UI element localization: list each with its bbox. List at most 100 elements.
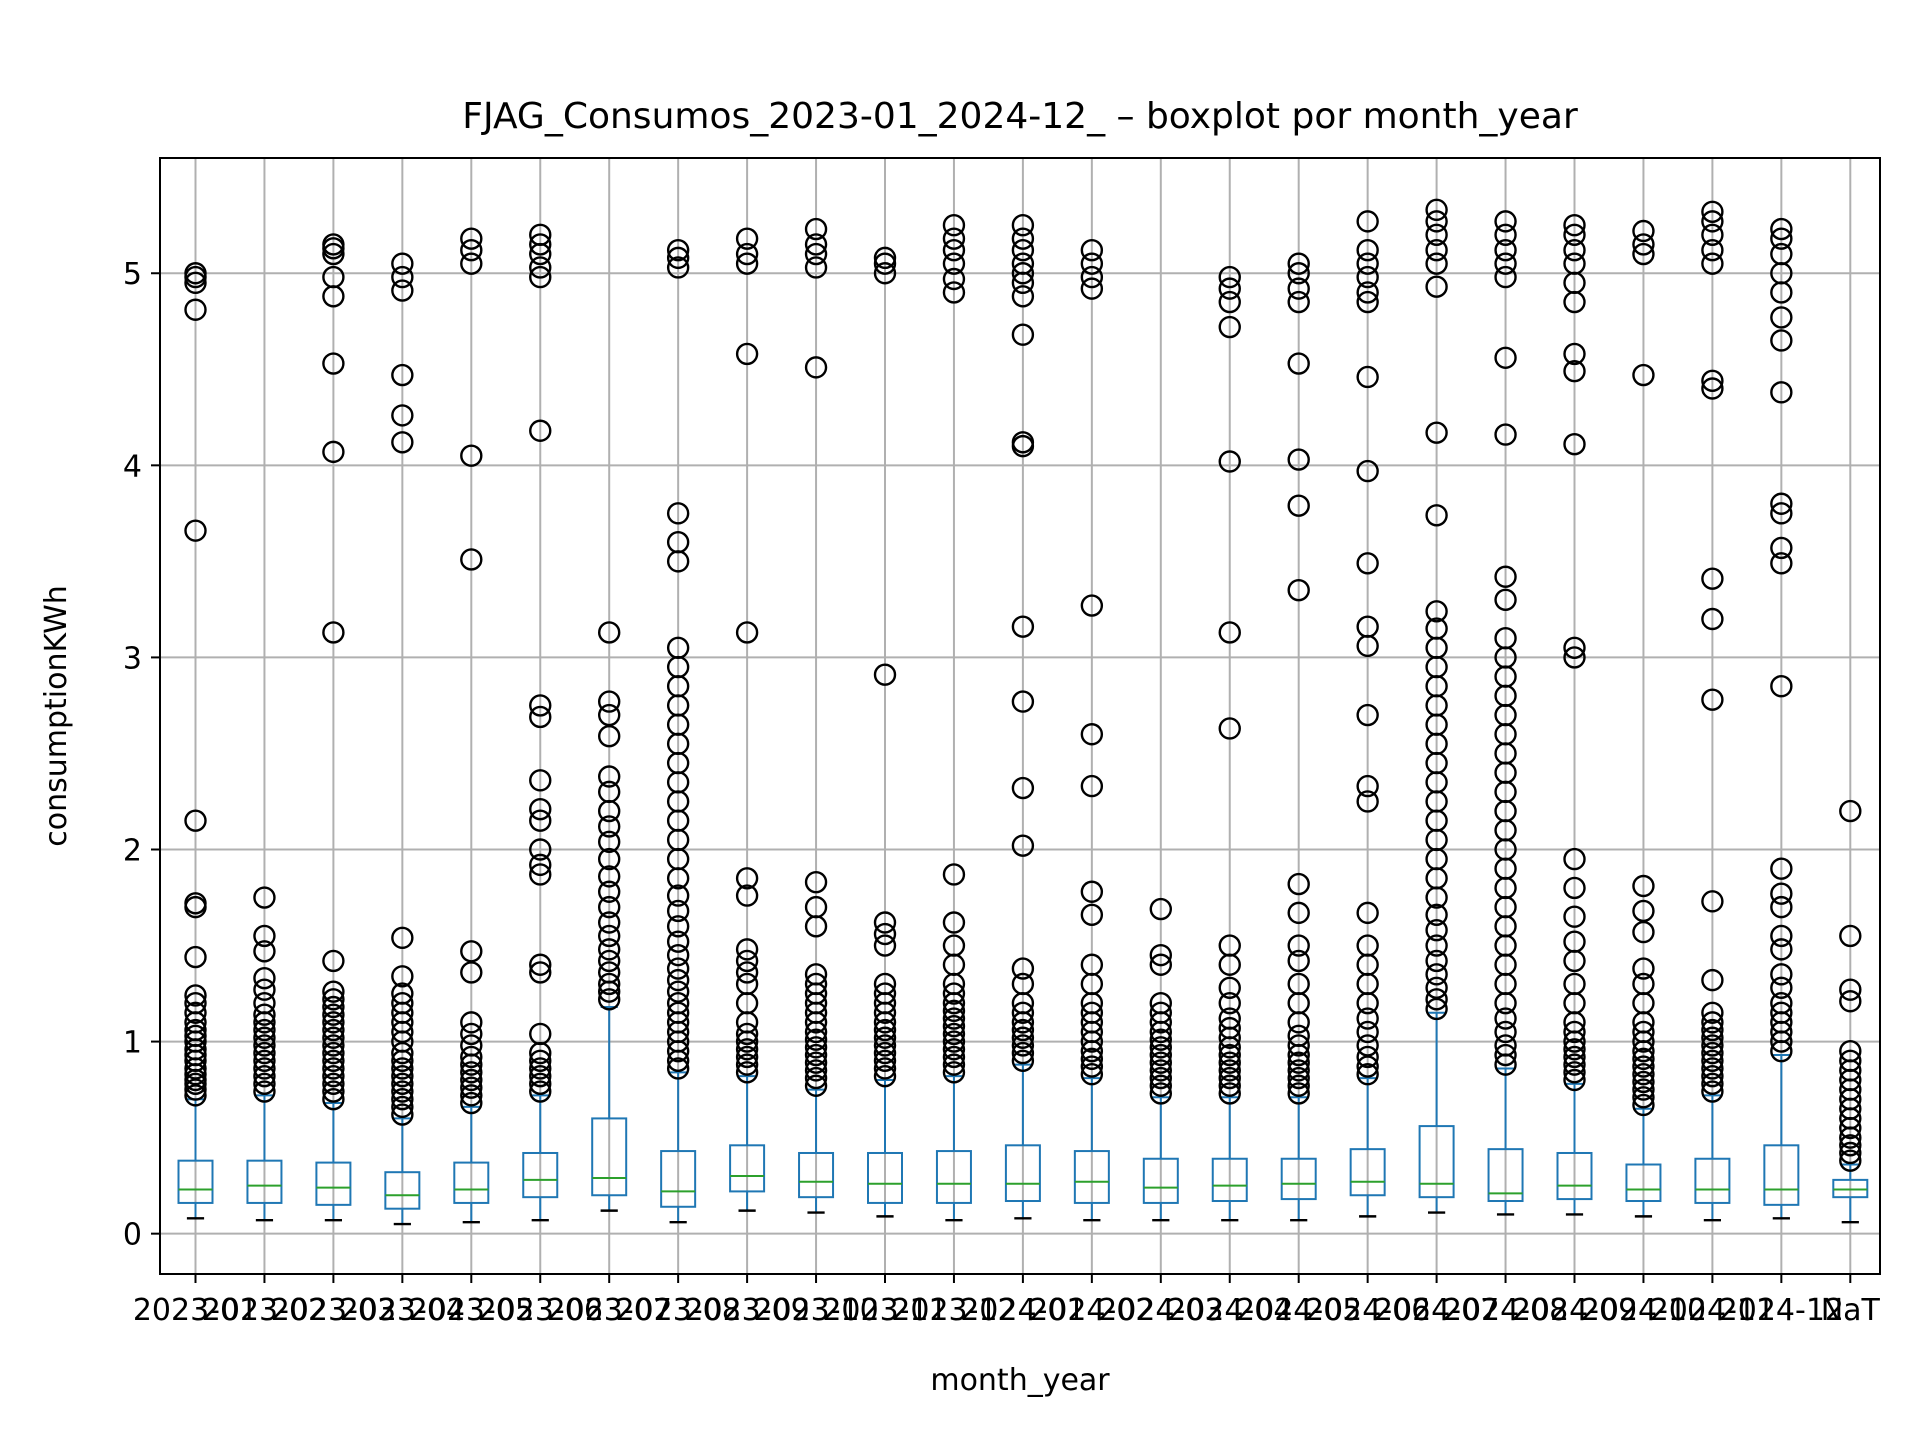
outlier-point [1287, 872, 1310, 896]
outlier-point [873, 246, 897, 270]
outlier-point [1011, 214, 1035, 237]
outlier-point [1218, 717, 1241, 740]
outlier-point [1632, 1055, 1655, 1078]
outlier-point [391, 1088, 414, 1111]
y-tick-label: 5 [123, 257, 142, 292]
outlier-point [322, 1003, 345, 1026]
outlier-point [804, 895, 828, 919]
outlier-point [322, 1088, 345, 1111]
outlier-point [666, 502, 690, 525]
outlier-point [391, 1057, 414, 1080]
box-2023-01 [177, 262, 214, 1220]
iqr-box [1004, 1144, 1041, 1203]
outlier-point [666, 256, 690, 279]
outlier-point [1839, 1141, 1862, 1165]
x-tick-label: 2023-07 [547, 1293, 672, 1328]
outlier-point [1494, 1007, 1517, 1030]
outlier-point [1494, 1034, 1517, 1057]
outlier-point [873, 982, 897, 1005]
outlier-point [391, 279, 414, 302]
outlier-point [1632, 1086, 1655, 1109]
outlier-point [1701, 1072, 1724, 1096]
box-2024-01 [1004, 214, 1041, 1220]
outlier-point [804, 1051, 828, 1074]
iqr-box [591, 1117, 628, 1197]
y-tick-label: 2 [123, 833, 142, 868]
box-2024-04 [1211, 265, 1248, 1222]
outlier-point [1011, 238, 1035, 262]
outlier-point [1701, 890, 1724, 913]
outlier-point [1563, 930, 1586, 953]
outlier-point [873, 922, 897, 946]
outlier-point [1218, 1051, 1241, 1074]
outlier-point [1356, 1063, 1379, 1086]
x-tick-label: 2023-04 [340, 1293, 465, 1328]
outlier-point [1839, 990, 1862, 1013]
outlier-point [1287, 1074, 1310, 1097]
outlier-point [598, 961, 621, 984]
outlier-point [1425, 275, 1448, 298]
outlier-point [1356, 934, 1379, 957]
outlier-point [322, 1072, 345, 1096]
outlier-point [1011, 1049, 1035, 1072]
outlier-point [598, 690, 621, 713]
outlier-point [598, 765, 621, 788]
outlier-point [735, 621, 759, 644]
box-2023-09 [729, 227, 766, 1212]
outlier-point [1701, 1064, 1724, 1088]
outlier-point [1494, 1043, 1517, 1067]
outlier-point [1287, 949, 1310, 973]
outlier-point [666, 530, 690, 554]
outlier-point [735, 949, 759, 973]
outlier-point [529, 953, 552, 976]
outlier-point [1080, 1063, 1104, 1086]
outlier-point [666, 899, 690, 923]
outlier-point [666, 957, 690, 980]
outlier-point [1701, 968, 1724, 992]
outlier-point [942, 1015, 966, 1038]
outlier-point [942, 267, 966, 291]
outlier-point [322, 440, 345, 464]
outlier-point [1839, 1149, 1862, 1172]
y-axis-ticks: 0 1 2 3 4 5 [123, 257, 160, 1253]
outlier-point [1770, 924, 1793, 948]
x-tick-label: 2024-08 [1443, 1293, 1568, 1328]
outlier-point [873, 972, 897, 996]
outlier-point [1563, 1068, 1586, 1092]
outlier-point [1356, 1034, 1379, 1057]
outlier-point [1701, 1080, 1724, 1103]
outlier-point [1770, 675, 1793, 698]
outlier-point [253, 924, 276, 948]
outlier-point [1563, 636, 1586, 660]
outlier-point [873, 911, 897, 934]
outlier-point [1011, 776, 1035, 800]
box-2023-05 [453, 227, 490, 1224]
outlier-point [1287, 290, 1310, 314]
outlier-point [666, 991, 690, 1015]
outlier-point [1218, 265, 1241, 289]
outlier-point [598, 780, 621, 804]
iqr-box [1211, 1157, 1248, 1203]
outlier-point [666, 980, 690, 1003]
outlier-point [1770, 227, 1793, 250]
x-tick-label: 2024-02 [1029, 1293, 1154, 1328]
outlier-point [1563, 223, 1586, 247]
outlier-point [529, 419, 552, 442]
iqr-box [177, 1159, 214, 1204]
outlier-point [804, 1028, 828, 1051]
outlier-point [529, 705, 552, 729]
iqr-box [384, 1171, 421, 1210]
outlier-point [598, 911, 621, 934]
outlier-point [1494, 423, 1517, 446]
outlier-point [322, 988, 345, 1011]
outlier-point [1011, 285, 1035, 308]
outlier-point [391, 982, 414, 1005]
outlier-point [1425, 988, 1448, 1011]
outlier-point [1149, 1082, 1173, 1105]
outlier-point [1080, 594, 1104, 617]
outlier-point [1218, 621, 1241, 644]
iqr-box [867, 1151, 903, 1204]
outlier-point [1701, 607, 1724, 631]
outlier-point [942, 1007, 966, 1030]
outlier-point [1218, 277, 1241, 300]
